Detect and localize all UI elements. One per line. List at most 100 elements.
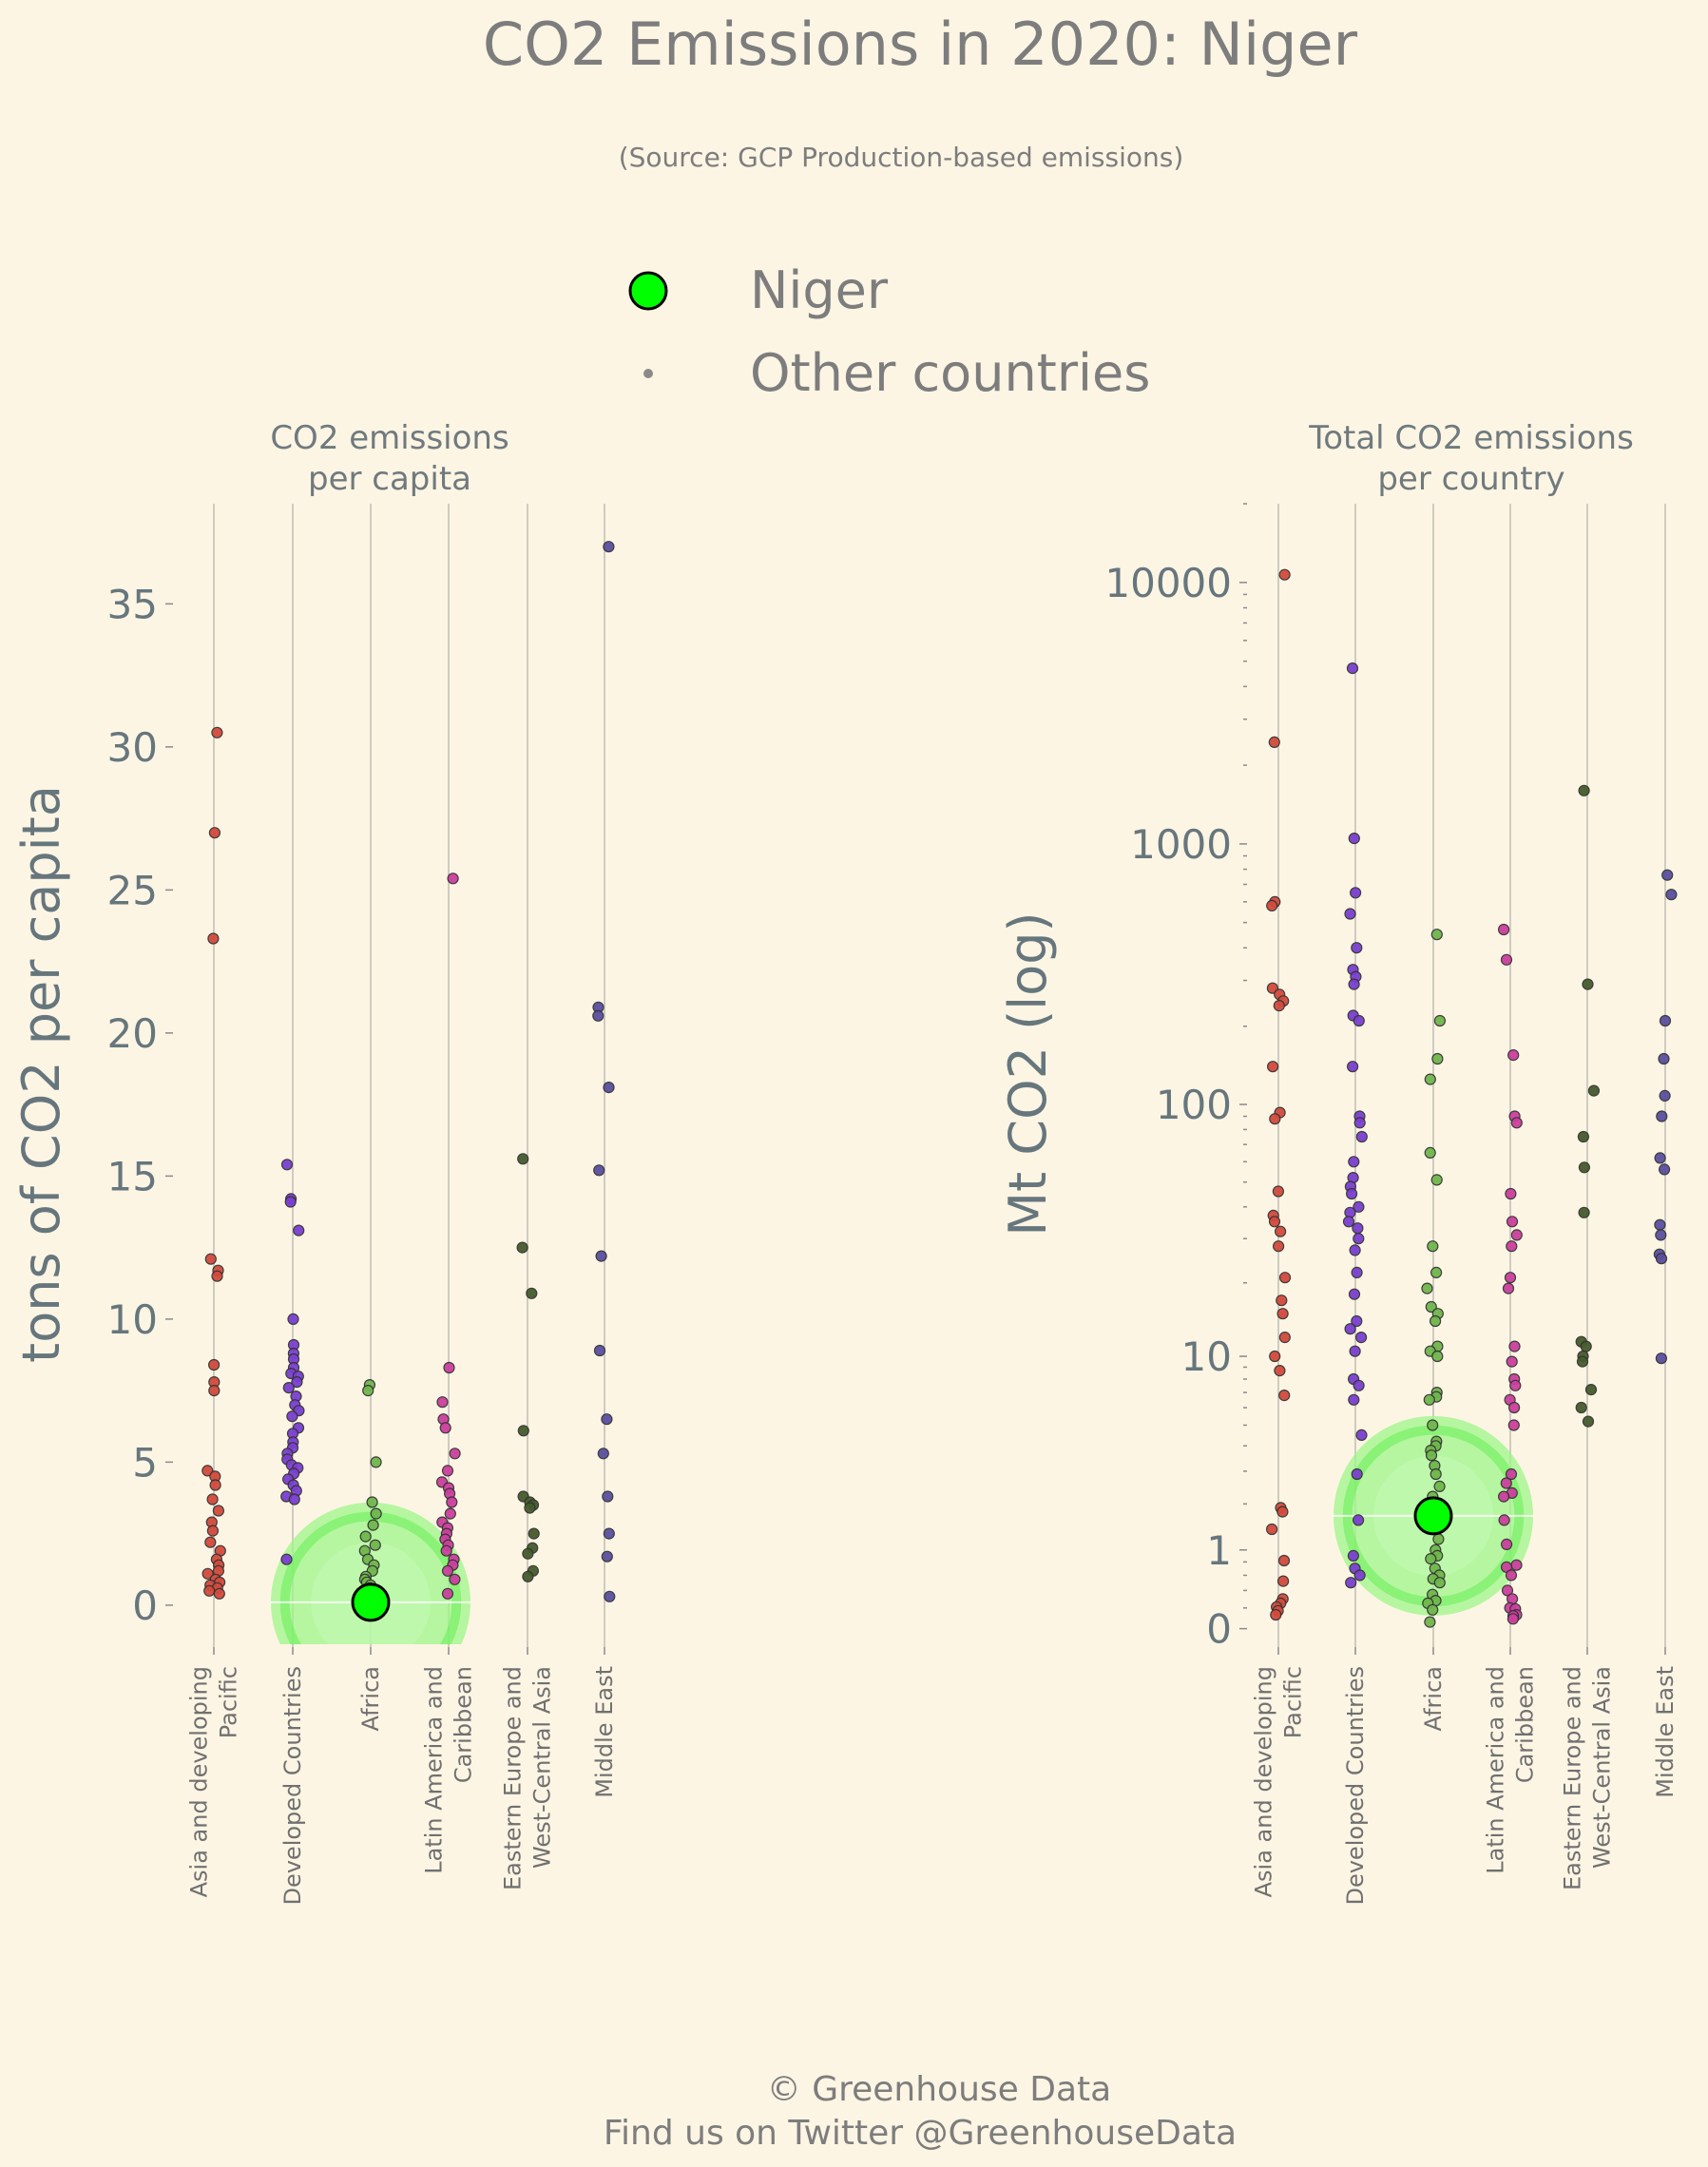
data-point-latin-america-and-caribbean [1507, 1419, 1520, 1431]
data-point-latin-america-and-caribbean [446, 1496, 458, 1508]
chart-title: CO2 Emissions in 2020: Niger [483, 10, 1358, 79]
category-label-latin-america-and-caribbean: Latin America and [421, 1666, 448, 1874]
data-point-developed-countries [1351, 1467, 1363, 1481]
data-point-developed-countries [1348, 832, 1360, 845]
data-point-asia-and-developing-pacific [1272, 1185, 1285, 1198]
legend-highlight-marker [628, 271, 668, 311]
data-point-developed-countries [1353, 1569, 1366, 1582]
panel-title-line: Total CO2 emissions [1308, 419, 1634, 457]
data-point-developed-countries [280, 1159, 294, 1171]
data-point-developed-countries [1349, 1244, 1361, 1256]
data-point-developed-countries [1347, 1549, 1360, 1563]
data-point-asia-and-developing-pacific [208, 1384, 221, 1397]
data-point-middle-east [1655, 1253, 1668, 1265]
data-point-africa [362, 1384, 374, 1397]
category-label-latin-america-and-caribbean: Caribbean [451, 1666, 477, 1783]
data-point-eastern-europe-and-west-central-asia [1578, 1206, 1590, 1218]
data-point-africa [369, 1539, 381, 1551]
data-point-africa [359, 1530, 372, 1543]
data-point-latin-america-and-caribbean [444, 1507, 456, 1520]
data-point-middle-east [593, 1164, 605, 1177]
data-point-latin-america-and-caribbean [1509, 1379, 1522, 1391]
data-point-developed-countries [1353, 1379, 1365, 1391]
data-point-africa [1427, 1240, 1439, 1253]
data-point-asia-and-developing-pacific [1266, 899, 1278, 912]
highlight-point-niger [1413, 1496, 1453, 1536]
chart-subtitle: (Source: GCP Production-based emissions) [619, 142, 1184, 173]
data-point-asia-and-developing-pacific [1272, 1240, 1285, 1253]
category-label-africa: Africa [1420, 1666, 1447, 1731]
data-point-africa [1425, 1552, 1437, 1565]
data-point-developed-countries [1348, 978, 1360, 990]
data-point-latin-america-and-caribbean [441, 1564, 454, 1577]
data-point-developed-countries [1352, 1514, 1365, 1526]
data-point-asia-and-developing-pacific [209, 1479, 221, 1491]
legend-highlight-label: Niger [750, 260, 889, 320]
data-point-developed-countries [1348, 1156, 1360, 1168]
panel-title-line: per capita [308, 460, 471, 498]
data-point-africa [1427, 1419, 1439, 1431]
data-point-africa [1425, 1449, 1438, 1462]
data-point-latin-america-and-caribbean [1508, 1340, 1521, 1352]
y-tick-label: 15 [107, 1153, 158, 1199]
category-label-middle-east: Middle East [591, 1666, 618, 1798]
data-point-developed-countries [1346, 662, 1359, 675]
data-point-africa [1425, 1300, 1437, 1314]
data-point-middle-east [1655, 1229, 1667, 1241]
data-point-developed-countries [284, 1196, 297, 1208]
data-point-eastern-europe-and-west-central-asia [517, 1153, 529, 1165]
data-point-asia-and-developing-pacific [204, 1253, 217, 1265]
y-tick-label: 0 [132, 1582, 158, 1629]
data-point-asia-and-developing-pacific [1268, 1216, 1281, 1228]
data-point-eastern-europe-and-west-central-asia [1584, 1383, 1598, 1396]
data-point-africa [1430, 929, 1443, 941]
data-point-developed-countries [282, 1381, 295, 1394]
y-tick-label: 10 [1181, 1333, 1232, 1380]
category-label-eastern-europe-and-west-central-asia: West-Central Asia [529, 1666, 556, 1869]
data-point-asia-and-developing-pacific [1276, 1294, 1288, 1307]
y-tick-label: 10000 [1104, 560, 1232, 606]
data-point-latin-america-and-caribbean [1506, 1216, 1519, 1228]
data-point-latin-america-and-caribbean [1501, 1584, 1514, 1597]
data-point-latin-america-and-caribbean [441, 1465, 454, 1477]
data-point-middle-east [603, 541, 615, 553]
data-point-africa [1432, 1533, 1445, 1545]
data-point-developed-countries [1348, 1393, 1360, 1406]
data-point-asia-and-developing-pacific [1274, 1225, 1287, 1237]
data-point-asia-and-developing-pacific [202, 1567, 214, 1580]
data-point-middle-east [1659, 1014, 1672, 1027]
data-point-eastern-europe-and-west-central-asia [1576, 1355, 1589, 1368]
y-tick-label: 5 [132, 1439, 158, 1486]
data-point-asia-and-developing-pacific [1278, 1272, 1292, 1284]
data-point-middle-east [602, 1490, 614, 1503]
data-point-latin-america-and-caribbean [441, 1587, 454, 1600]
legend-others-marker [643, 369, 653, 378]
data-point-developed-countries [1346, 1061, 1359, 1073]
data-point-asia-and-developing-pacific [207, 932, 220, 945]
data-point-middle-east [1659, 1089, 1671, 1103]
data-point-latin-america-and-caribbean [1507, 1048, 1520, 1062]
data-point-asia-and-developing-pacific [203, 1584, 216, 1597]
data-point-developed-countries [1351, 1266, 1363, 1279]
data-point-latin-america-and-caribbean [1506, 1355, 1518, 1368]
data-point-middle-east [597, 1448, 609, 1460]
category-label-asia-and-developing-pacific: Pacific [216, 1666, 242, 1738]
y-tick-label: 1 [1206, 1527, 1232, 1574]
data-point-developed-countries [288, 1493, 300, 1505]
data-point-middle-east [1655, 1352, 1668, 1365]
data-point-developed-countries [1349, 1345, 1361, 1357]
data-point-asia-and-developing-pacific [1278, 1331, 1291, 1344]
data-point-middle-east [1654, 1218, 1666, 1231]
data-point-developed-countries [1353, 1233, 1365, 1245]
data-point-middle-east [1656, 1110, 1668, 1122]
data-point-latin-america-and-caribbean [1500, 1538, 1513, 1551]
data-point-latin-america-and-caribbean [1502, 1282, 1515, 1294]
data-point-developed-countries [1355, 1130, 1368, 1143]
data-point-developed-countries [286, 1410, 298, 1423]
data-point-developed-countries [291, 1375, 303, 1389]
data-point-africa [370, 1507, 382, 1520]
category-label-eastern-europe-and-west-central-asia: Eastern Europe and [1560, 1666, 1586, 1890]
data-point-latin-america-and-caribbean [447, 873, 459, 885]
data-point-middle-east [593, 1344, 606, 1357]
